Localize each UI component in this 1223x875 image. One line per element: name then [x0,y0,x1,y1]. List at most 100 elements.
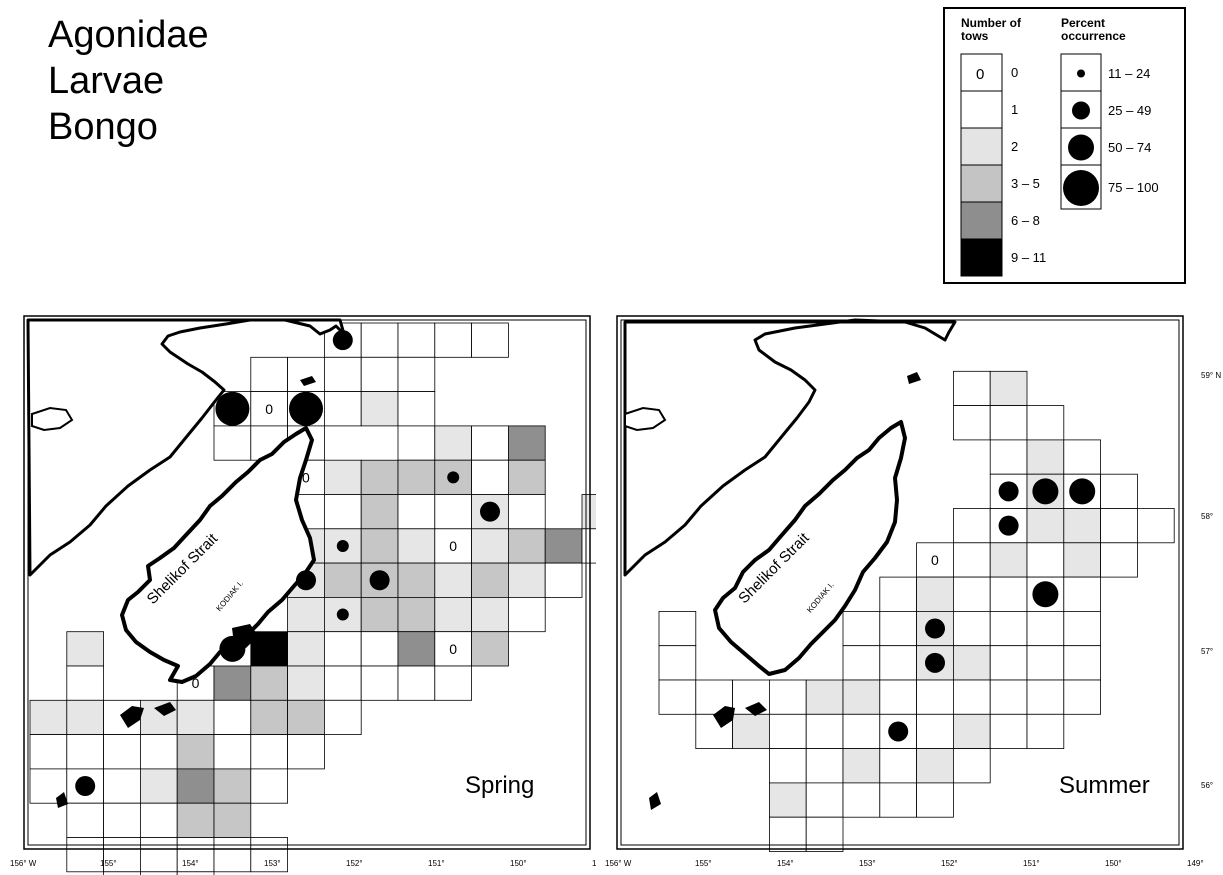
spring-cell-54 [287,596,325,633]
spring-cell-39 [360,528,399,564]
spring-cell-91 [176,734,215,770]
legend-tows-swatch-5 [960,238,1003,277]
spring-cell-115 [176,871,215,875]
legend-tows-label-3: 3 – 5 [1011,176,1040,191]
spring-kodiak-island [120,426,316,684]
spring-cell-85 [287,699,325,735]
summer-cell-55 [989,679,1028,715]
summer-lon-1: 155° [695,859,712,868]
spring-cell-22 [507,425,546,461]
summer-cell-54 [952,679,991,715]
spring-cell-41 [434,528,472,564]
legend-tows-swatch-4 [960,201,1003,240]
summer-lon-0: 156° W [605,859,632,868]
spring-dot-9 [219,635,246,662]
spring-cell-67 [434,631,472,667]
summer-cell-50 [805,679,844,715]
spring-cell-69 [66,665,104,701]
spring-lon-3: 153° [264,859,281,868]
spring-zero-67: 0 [449,641,457,657]
spring-cell-7 [323,356,362,392]
spring-cell-110 [176,837,215,873]
spring-cell-24 [323,459,362,495]
spring-cell-108 [103,837,141,873]
summer-dot-1 [1032,478,1059,505]
spring-cell-25 [360,459,399,495]
legend-percent-dot-3 [1063,170,1099,206]
summer-occurrence-dots [888,478,1096,742]
summer-cell-64 [916,713,954,749]
summer-cell-36 [1026,610,1065,647]
summer-cell-66 [989,713,1028,749]
summer-inlet [624,406,667,432]
legend-tows-label-4: 6 – 8 [1011,213,1040,228]
spring-cell-31 [360,494,399,530]
legend-percent-label-1: 25 – 49 [1108,102,1152,118]
spring-zero-70: 0 [192,675,200,691]
spring-cell-35 [507,494,546,530]
spring-dot-5 [336,539,349,552]
summer-zero-10: 0 [1078,483,1086,499]
spring-cell-86 [323,699,362,735]
spring-cell-98 [139,768,178,804]
spring-cell-1 [360,322,399,358]
spring-cell-28 [471,459,509,495]
summer-cell-32 [879,610,917,647]
summer-cell-47 [695,679,734,715]
legend-tows-label-0: 0 [1011,65,1019,80]
spring-cell-87 [29,734,68,770]
summer-cell-26 [952,576,991,612]
spring-cell-21 [471,425,509,461]
spring-cell-101 [250,768,289,804]
legend-tows-label-5: 9 – 11 [1011,250,1047,265]
summer-longitude-labels: 156° W 155° 154° 153° 152° 151° 150° 149° [605,859,1204,868]
summer-cell-38 [658,645,697,681]
summer-dot-7 [888,721,909,742]
spring-cell-30 [323,494,362,530]
summer-season-label: Summer [1059,772,1150,799]
spring-cell-72 [250,665,289,701]
spring-afognak-fragments [120,624,258,728]
title-block: Agonidae Larvae Bongo [48,12,209,150]
spring-cell-105 [176,802,215,838]
spring-frame-outer [23,315,591,850]
summer-cell-51 [842,679,881,715]
spring-cell-16 [213,425,252,461]
spring-zero-11: 0 [265,401,273,417]
spring-cell-107 [66,837,104,873]
summer-cell-75 [805,782,844,818]
spring-cell-74 [323,665,362,701]
spring-cell-64 [323,631,362,667]
spring-cell-94 [287,734,325,770]
spring-dot-3 [447,471,460,484]
summer-cell-34 [952,610,991,647]
spring-cell-93 [250,734,289,770]
summer-lat-2: 57° [1201,647,1213,656]
spring-cell-49 [397,562,436,598]
spring-cell-76 [397,665,436,701]
spring-mainland [26,318,346,577]
summer-cell-60 [768,713,807,749]
spring-cell-63 [287,631,325,667]
summer-cell-67 [1026,713,1065,749]
spring-zero-23: 0 [302,469,310,485]
summer-cell-49 [768,679,807,715]
spring-cell-26 [397,459,436,495]
summer-cell-25 [916,576,954,612]
spring-cell-57 [397,596,436,633]
spring-dot-7 [369,570,390,591]
summer-cell-74 [768,782,807,818]
summer-cell-20 [989,542,1028,578]
spring-cell-20 [434,425,472,461]
summer-lon-4: 152° [941,859,958,868]
summer-cell-6 [1026,439,1065,475]
summer-cell-71 [879,748,917,784]
summer-frame-outer [616,315,1184,850]
legend-percent-dot-2 [1068,134,1094,161]
summer-cell-7 [1063,439,1101,475]
summer-cell-24 [879,576,917,612]
summer-cell-61 [805,713,844,749]
spring-cell-11 [250,391,289,427]
